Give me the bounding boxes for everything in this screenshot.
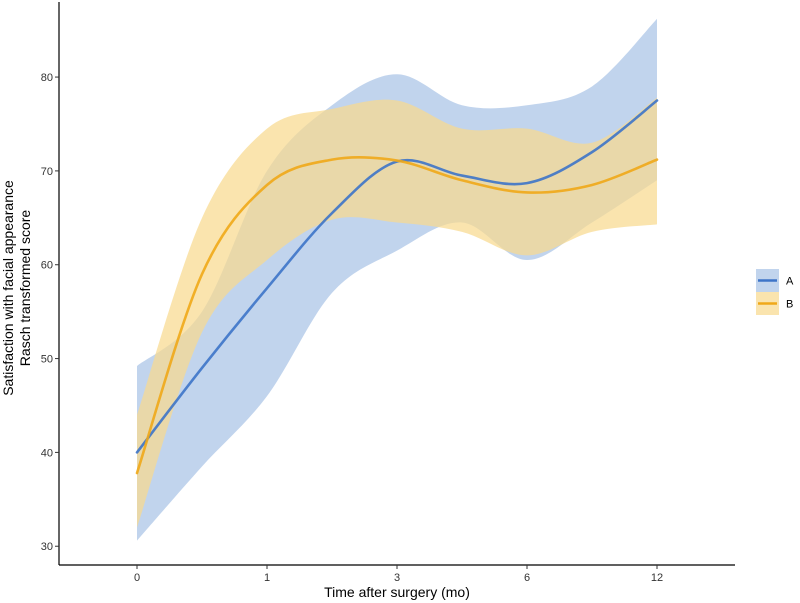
legend-item-b: B <box>756 292 793 315</box>
confidence-bands <box>137 18 657 541</box>
line-a <box>135 99 659 454</box>
series-lines <box>135 99 659 475</box>
x-tick-label: 12 <box>651 572 663 584</box>
legend-label: B <box>786 299 793 311</box>
x-tick-label: 1 <box>264 572 270 584</box>
y-tick-label: 50 <box>41 354 53 366</box>
x-tick-label: 3 <box>394 572 400 584</box>
x-ticks: 0 1 3 6 12 <box>134 565 663 584</box>
legend: AB <box>756 269 794 315</box>
y-tick-label: 60 <box>41 260 53 272</box>
x-tick-label: 6 <box>524 572 530 584</box>
y-axis-title-line-2: Rasch transformed score <box>17 210 33 367</box>
y-tick-label: 80 <box>41 72 53 84</box>
y-ticks: 30 40 50 60 70 80 <box>41 72 59 553</box>
y-axis-title-line-1: Satisfaction with facial appearance <box>0 180 16 396</box>
x-tick-label: 0 <box>134 572 140 584</box>
y-tick-label: 40 <box>41 447 53 459</box>
line-b <box>135 155 659 475</box>
y-tick-label: 30 <box>41 541 53 553</box>
legend-item-a: A <box>756 269 794 292</box>
legend-label: A <box>786 276 794 288</box>
y-tick-label: 70 <box>41 166 53 178</box>
y-axis-title: Satisfaction with facial appearance Rasc… <box>0 180 33 396</box>
x-axis-title: Time after surgery (mo) <box>324 584 470 600</box>
band-b <box>137 97 657 528</box>
